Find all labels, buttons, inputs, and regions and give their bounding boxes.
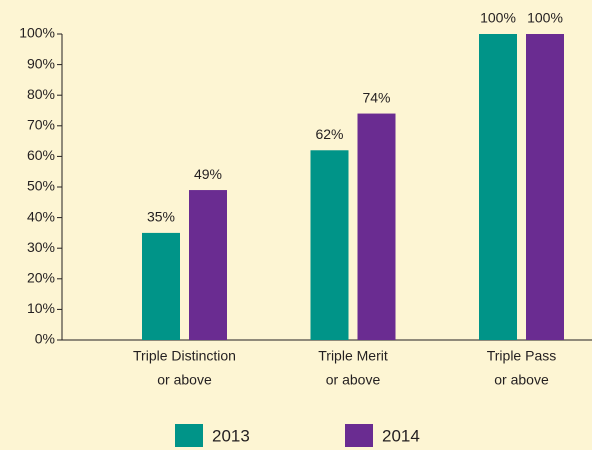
bar (310, 150, 349, 340)
bar (479, 34, 517, 340)
value-label: 100% (527, 10, 563, 26)
legend-swatch (345, 424, 373, 447)
y-tick-label: 30% (27, 239, 55, 255)
y-tick-label: 100% (19, 25, 55, 41)
x-tick-label: or above (157, 372, 212, 388)
y-tick-label: 40% (27, 208, 55, 224)
y-tick-label: 60% (27, 147, 55, 163)
x-tick-label: Triple Distinction (133, 348, 236, 364)
value-label: 62% (315, 126, 343, 142)
bar (357, 113, 396, 340)
legend-label: 2013 (212, 426, 250, 445)
y-tick-label: 90% (27, 55, 55, 71)
legend-label: 2014 (382, 426, 420, 445)
y-tick-label: 50% (27, 178, 55, 194)
value-label: 49% (194, 166, 222, 182)
y-tick-label: 20% (27, 270, 55, 286)
x-tick-label: or above (494, 372, 549, 388)
value-label: 74% (362, 89, 390, 105)
y-tick-label: 70% (27, 117, 55, 133)
x-tick-label: Triple Pass (487, 348, 557, 364)
y-tick-label: 80% (27, 86, 55, 102)
y-tick-label: 0% (35, 331, 55, 347)
x-tick-label: or above (326, 372, 381, 388)
value-label: 35% (147, 209, 175, 225)
bar (189, 190, 227, 340)
bar (142, 232, 180, 340)
bar (526, 34, 564, 340)
legend-swatch (175, 424, 203, 447)
value-label: 100% (480, 10, 516, 26)
x-tick-label: Triple Merit (318, 348, 388, 364)
y-tick-label: 10% (27, 300, 55, 316)
